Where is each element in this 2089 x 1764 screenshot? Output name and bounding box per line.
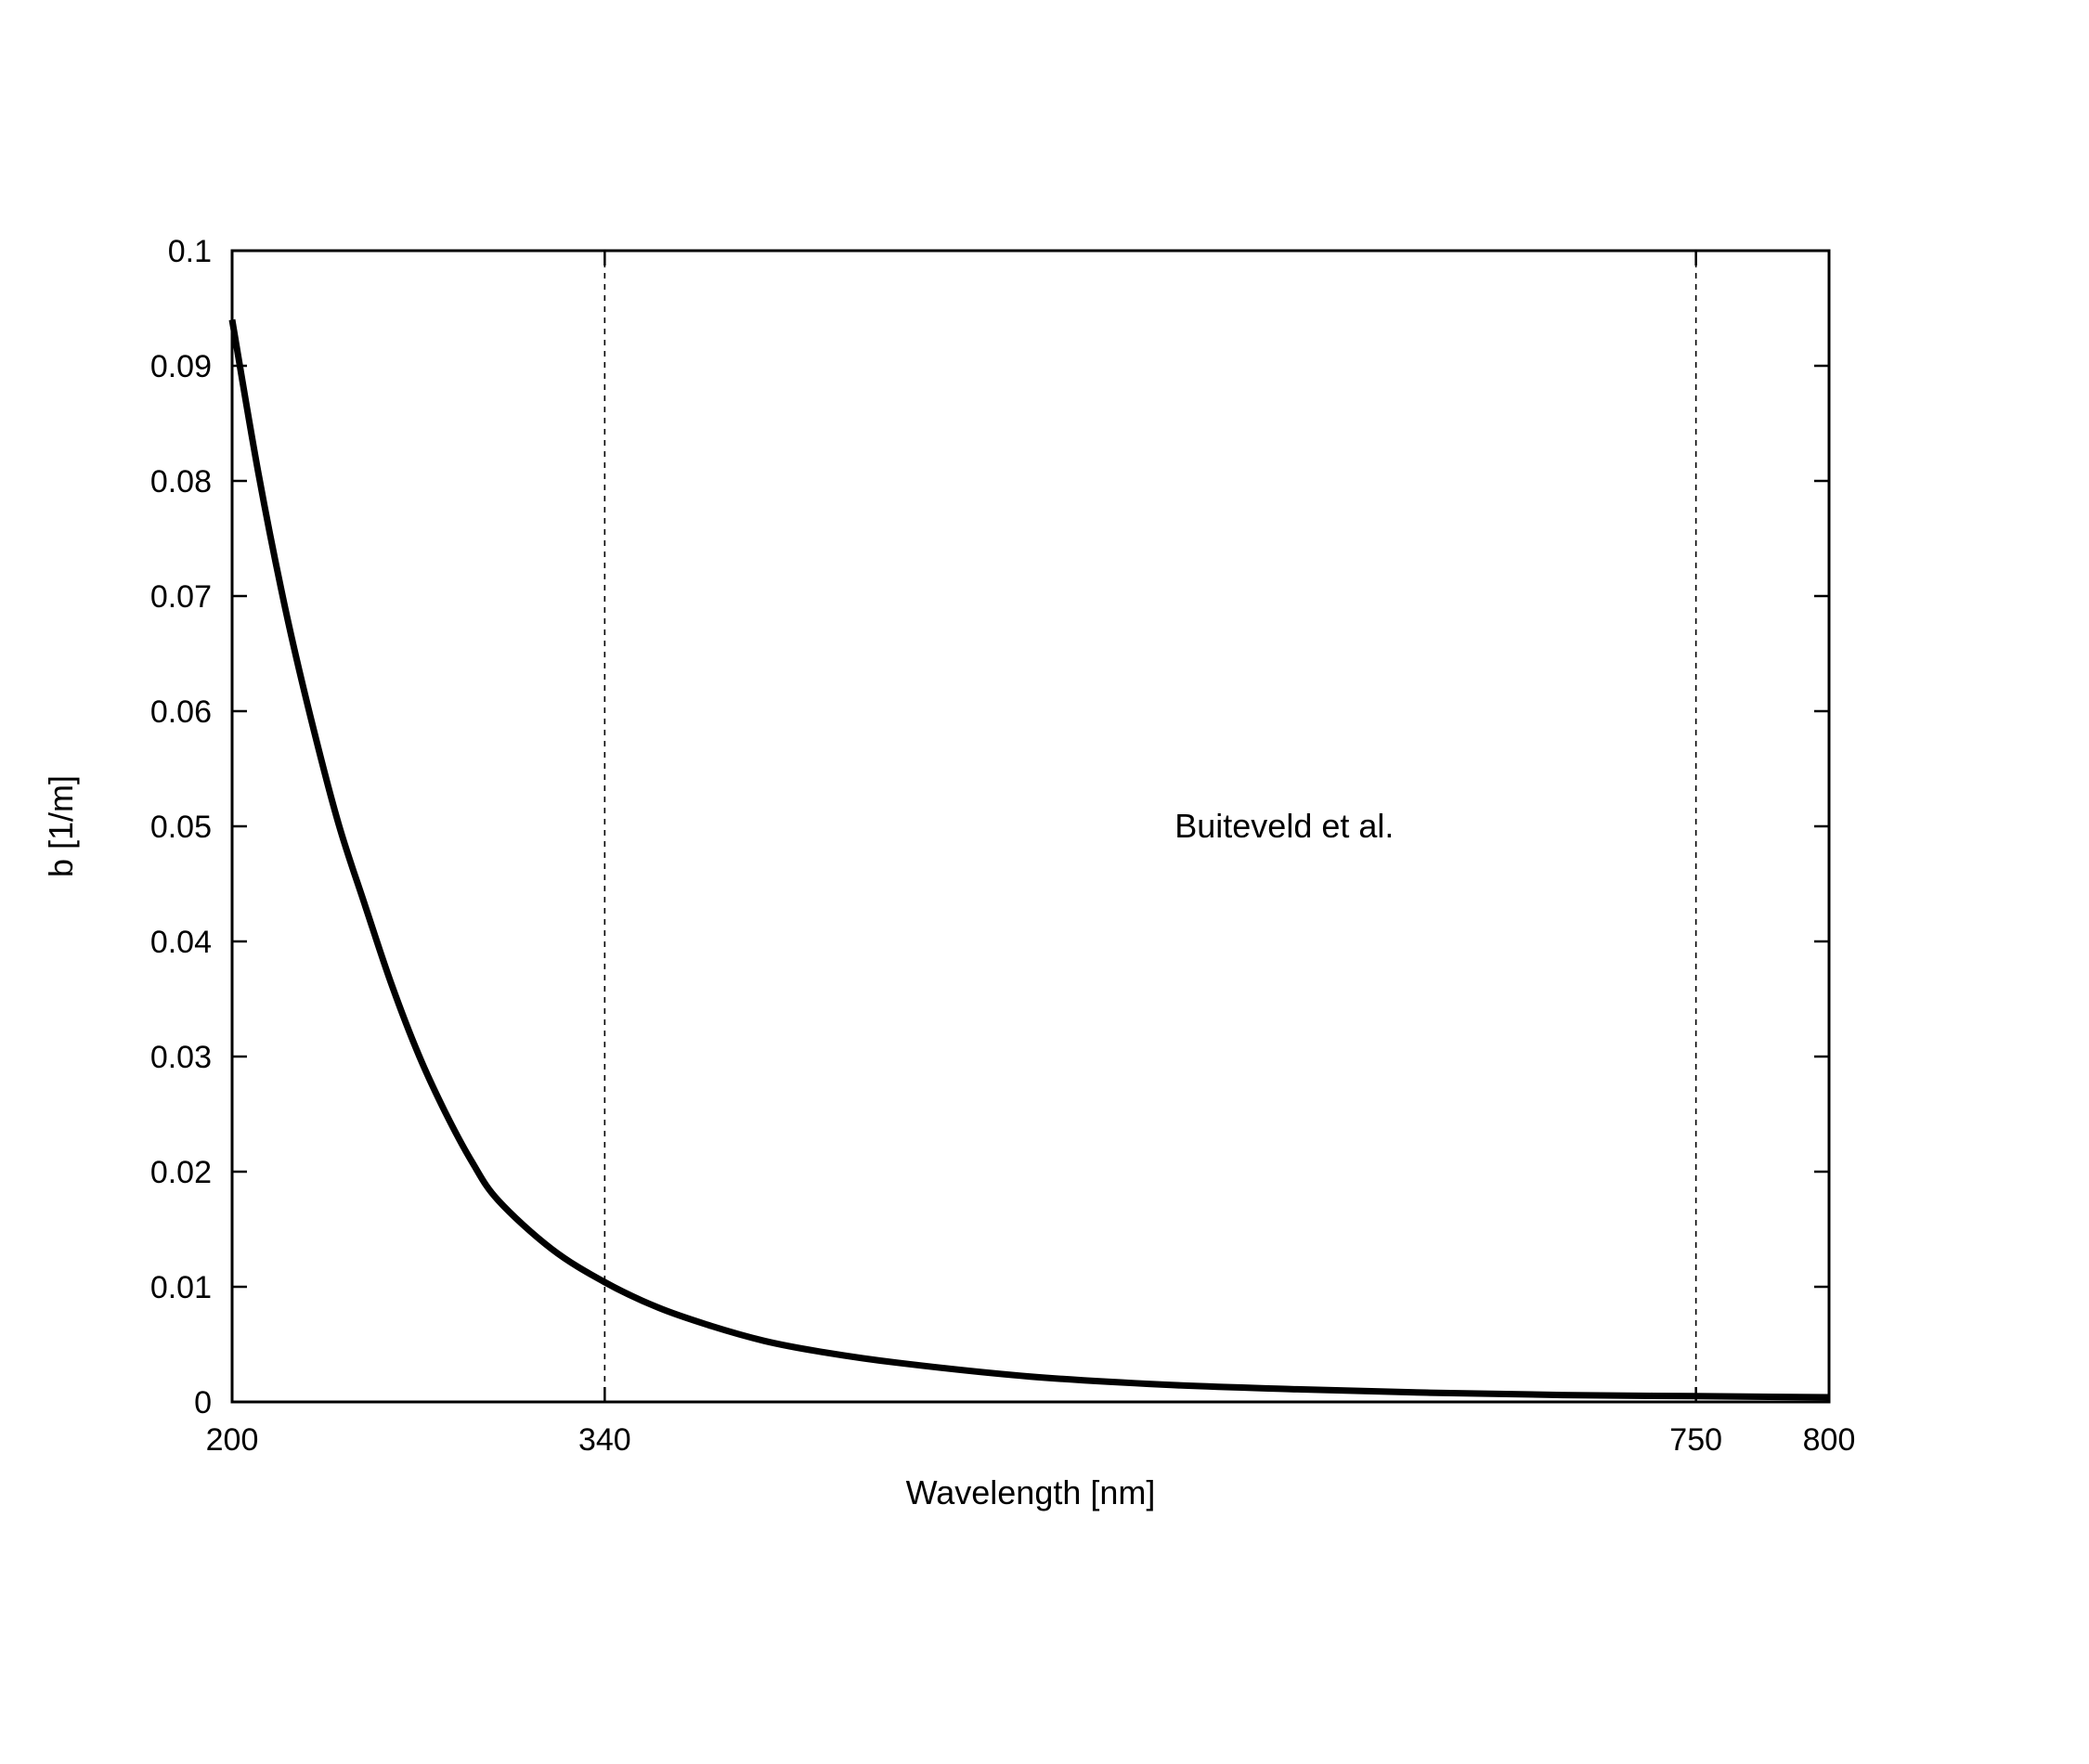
y-tick-label-10: 0.1 <box>168 234 212 269</box>
y-axis-label: b [1/m] <box>42 775 80 877</box>
series-line-0 <box>228 318 1830 1401</box>
annotation-label: Buiteveld et al. <box>1174 807 1394 845</box>
x-tick-label-0: 200 <box>206 1422 259 1458</box>
x-tick-label-2: 750 <box>1669 1422 1722 1458</box>
x-axis-label: Wavelength [nm] <box>906 1473 1156 1511</box>
y-tick-label-5: 0.05 <box>150 810 212 845</box>
axis-ticks <box>230 249 1831 1404</box>
plot-frame <box>230 249 1831 1404</box>
y-tick-label-3: 0.03 <box>150 1040 212 1075</box>
series-layer <box>228 318 1830 1401</box>
y-tick-label-4: 0.04 <box>150 925 212 960</box>
y-tick-label-7: 0.07 <box>150 579 212 615</box>
y-tick-label-1: 0.01 <box>150 1270 212 1305</box>
x-tick-label-1: 340 <box>578 1422 631 1458</box>
x-tick-label-3: 800 <box>1803 1422 1856 1458</box>
y-tick-label-2: 0.02 <box>150 1155 212 1190</box>
tick-labels: 0 0.01 0.02 0.03 0.04 0.05 0.06 0.07 0.08 0.09 0.1… <box>150 234 1856 1458</box>
y-tick-label-8: 0.08 <box>150 464 212 499</box>
y-tick-label-0: 0 <box>194 1385 212 1420</box>
y-tick-label-6: 0.06 <box>150 694 212 730</box>
vertical-reference-lines <box>603 251 1697 1402</box>
y-tick-label-9: 0.09 <box>150 349 212 384</box>
